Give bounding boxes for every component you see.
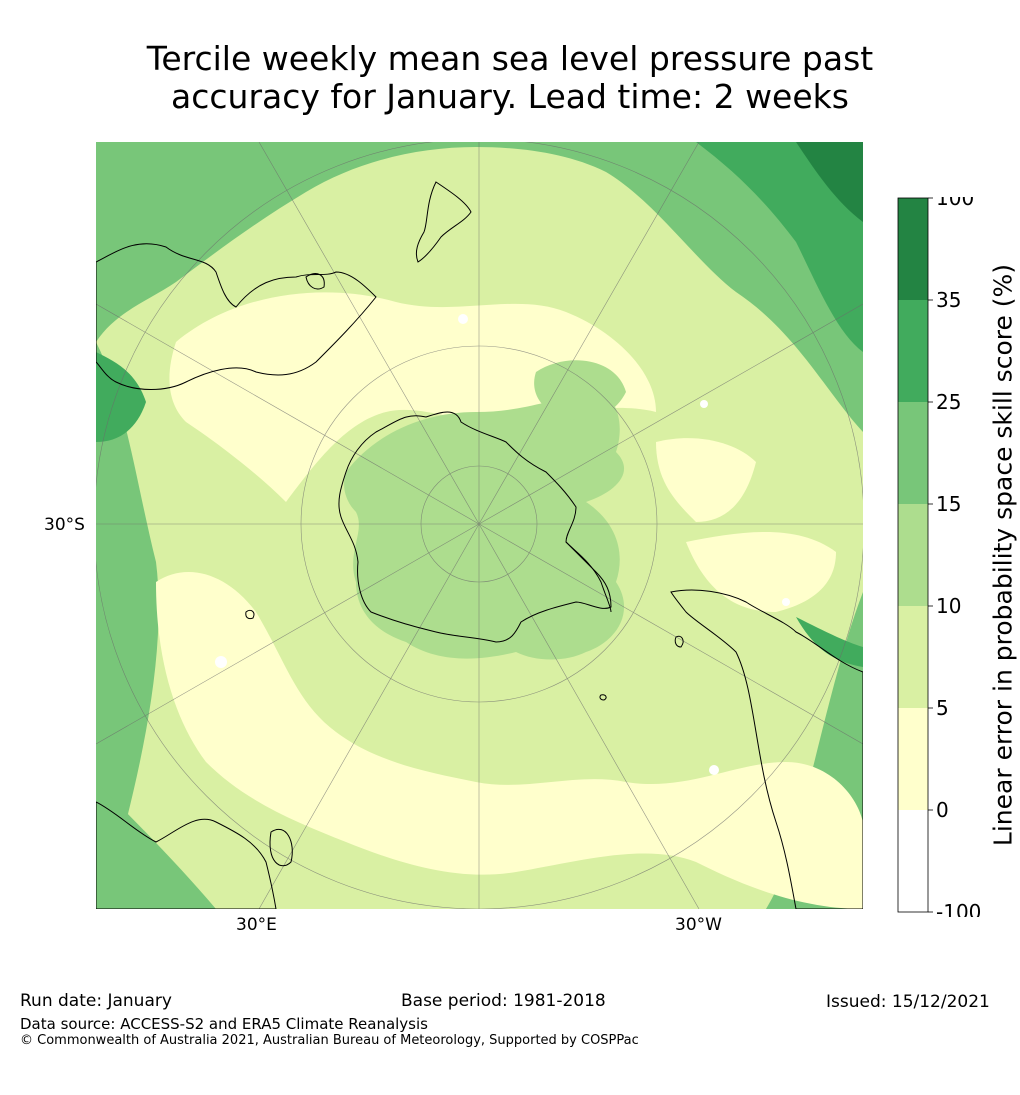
tasmania-coast xyxy=(305,273,325,290)
new-zealand-coast xyxy=(415,181,472,263)
skill-band-15-25-north xyxy=(96,142,863,432)
copyright-notice: © Commonwealth of Australia 2021, Austra… xyxy=(20,1033,639,1048)
island xyxy=(599,694,607,701)
skill-band-0-5-patch-a xyxy=(169,292,656,502)
colorbar-level-label: 5 xyxy=(936,696,949,720)
colorbar-level-label: -100 xyxy=(936,900,981,917)
title-line-2: accuracy for January. Lead time: 2 weeks xyxy=(171,77,849,116)
meridian-line xyxy=(478,142,700,525)
colorbar-level-label: 10 xyxy=(936,594,961,618)
skill-band-15-25-left xyxy=(96,342,159,909)
skill-band-10-15-antarctic xyxy=(344,391,625,660)
colorbar-swatch xyxy=(898,402,928,504)
south-america-coast xyxy=(670,589,863,909)
colorbar-swatch xyxy=(898,504,928,606)
negative-skill-speck xyxy=(782,598,790,606)
skill-band-25-35-north xyxy=(696,142,863,352)
run-date: Run date: January xyxy=(20,991,172,1011)
graticule xyxy=(96,142,863,909)
colorbar-swatch xyxy=(898,810,928,912)
meridian-line xyxy=(478,523,863,745)
meridian-line xyxy=(258,142,480,525)
meridian-line xyxy=(96,303,480,525)
madagascar-coast xyxy=(269,829,293,867)
skill-band-25-35-east xyxy=(796,617,863,667)
data-source: Data source: ACCESS-S2 and ERA5 Climate … xyxy=(20,1015,428,1033)
skill-band-0-5-patch-d xyxy=(686,532,836,612)
colorbar-level-label: 35 xyxy=(936,288,961,312)
meridian-line xyxy=(478,303,863,525)
negative-skill-speck xyxy=(700,400,708,408)
meridian-line xyxy=(258,523,480,909)
colorbar-swatch xyxy=(898,198,928,300)
chart-title: Tercile weekly mean sea level pressure p… xyxy=(0,40,1020,116)
meridian-line xyxy=(478,523,700,909)
colorbar-frame xyxy=(897,197,929,913)
colorbar-swatch xyxy=(898,606,928,708)
polar-skill-map xyxy=(96,142,863,909)
colorbar: 100 35 25 15 10 5 0 -100 xyxy=(897,197,981,917)
negative-skill-speck xyxy=(709,765,719,775)
colorbar-level-label: 100 xyxy=(936,197,974,210)
latitude-label-30s: 30°S xyxy=(44,515,85,535)
antarctica-coast xyxy=(338,411,612,643)
colorbar-swatch xyxy=(898,708,928,810)
antarctic-peninsula-coast xyxy=(565,541,612,613)
skill-band-0-5-patch-c xyxy=(656,438,756,522)
skill-band-35-100-corner xyxy=(796,142,863,222)
colorbar-labels: 100 35 25 15 10 5 0 -100 xyxy=(928,197,981,917)
negative-skill-speck xyxy=(458,314,468,324)
longitude-label-30w: 30°W xyxy=(675,915,722,935)
island xyxy=(674,635,684,648)
negative-skill-speck xyxy=(215,656,227,668)
colorbar-title: Linear error in probability space skill … xyxy=(988,263,1018,847)
base-period: Base period: 1981-2018 xyxy=(401,991,606,1011)
africa-coast xyxy=(96,801,277,909)
island xyxy=(245,609,255,620)
longitude-label-30e: 30°E xyxy=(236,915,277,935)
colorbar-swatches xyxy=(897,197,929,913)
issued-date: Issued: 15/12/2021 xyxy=(826,992,990,1012)
colorbar-level-label: 25 xyxy=(936,390,961,414)
coastlines xyxy=(96,181,863,909)
colorbar-swatch xyxy=(898,300,928,402)
colorbar-level-label: 15 xyxy=(936,492,961,516)
skill-band-0-5-patch-b xyxy=(156,572,863,909)
skill-band-15-25-bottom-left xyxy=(96,782,216,909)
skill-band-10-15-weddell xyxy=(534,360,626,421)
australia-coast xyxy=(96,243,377,390)
meridian-line xyxy=(96,523,480,745)
title-line-1: Tercile weekly mean sea level pressure p… xyxy=(146,39,874,78)
colorbar-level-label: 0 xyxy=(936,798,949,822)
